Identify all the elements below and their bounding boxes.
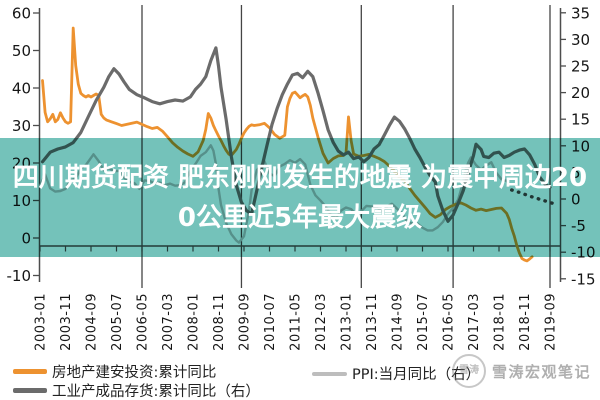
legend-item-construction-investment: 房地产建安投资:累计同比 (13, 361, 216, 382)
svg-text:2008-11: 2008-11 (212, 293, 227, 351)
svg-text:40: 40 (12, 80, 31, 98)
svg-text:2009-09: 2009-09 (238, 293, 253, 351)
legend-label: PPI:当月同比（右） (352, 367, 481, 383)
svg-text:2014-09: 2014-09 (391, 293, 406, 351)
legend-item-ppi: PPI:当月同比（右） (312, 363, 480, 384)
svg-text:2013-01: 2013-01 (340, 293, 355, 351)
svg-text:2004-09: 2004-09 (85, 293, 100, 351)
legend-label: 工业产成品存货:累计同比（右） (52, 384, 260, 400)
svg-text:60: 60 (12, 5, 31, 23)
watermark-text: 雪涛宏观笔记 (492, 362, 592, 381)
legend-swatch-lightgray-line (312, 371, 347, 376)
svg-text:2011-05: 2011-05 (289, 293, 304, 351)
watermark: 雪涛 雪涛宏观笔记 (452, 354, 591, 388)
svg-text:2018-01: 2018-01 (493, 293, 508, 351)
svg-text:2016-05: 2016-05 (442, 293, 457, 351)
legend-label: 房地产建安投资:累计同比 (52, 365, 217, 381)
watermark-seal-icon: 雪涛 (452, 354, 486, 388)
legend-swatch-gray-line (13, 388, 47, 393)
svg-text:25: 25 (571, 58, 590, 76)
svg-text:2003-01: 2003-01 (34, 293, 49, 351)
svg-text:2013-11: 2013-11 (365, 293, 380, 351)
svg-text:50: 50 (12, 42, 31, 60)
svg-text:2007-03: 2007-03 (161, 293, 176, 351)
legend-item-industrial-inventory: 工业产成品存货:累计同比（右） (13, 380, 260, 400)
svg-text:2006-05: 2006-05 (136, 293, 151, 351)
svg-text:2003-11: 2003-11 (59, 293, 74, 351)
svg-text:-15: -15 (571, 270, 596, 288)
svg-text:-10: -10 (7, 267, 32, 285)
svg-text:2012-03: 2012-03 (314, 293, 329, 351)
svg-text:2005-07: 2005-07 (110, 293, 125, 351)
svg-text:2019-09: 2019-09 (544, 293, 559, 351)
svg-text:2017-03: 2017-03 (467, 293, 482, 351)
legend-swatch-orange-line (13, 369, 47, 374)
svg-text:2010-07: 2010-07 (263, 293, 278, 351)
svg-text:2015-07: 2015-07 (416, 293, 431, 351)
svg-text:20: 20 (571, 84, 590, 102)
svg-text:30: 30 (571, 31, 590, 49)
svg-text:15: 15 (571, 111, 590, 129)
svg-text:35: 35 (571, 4, 590, 22)
svg-text:30: 30 (12, 117, 31, 135)
svg-text:2018-11: 2018-11 (518, 293, 533, 351)
svg-text:2008-01: 2008-01 (187, 293, 202, 351)
